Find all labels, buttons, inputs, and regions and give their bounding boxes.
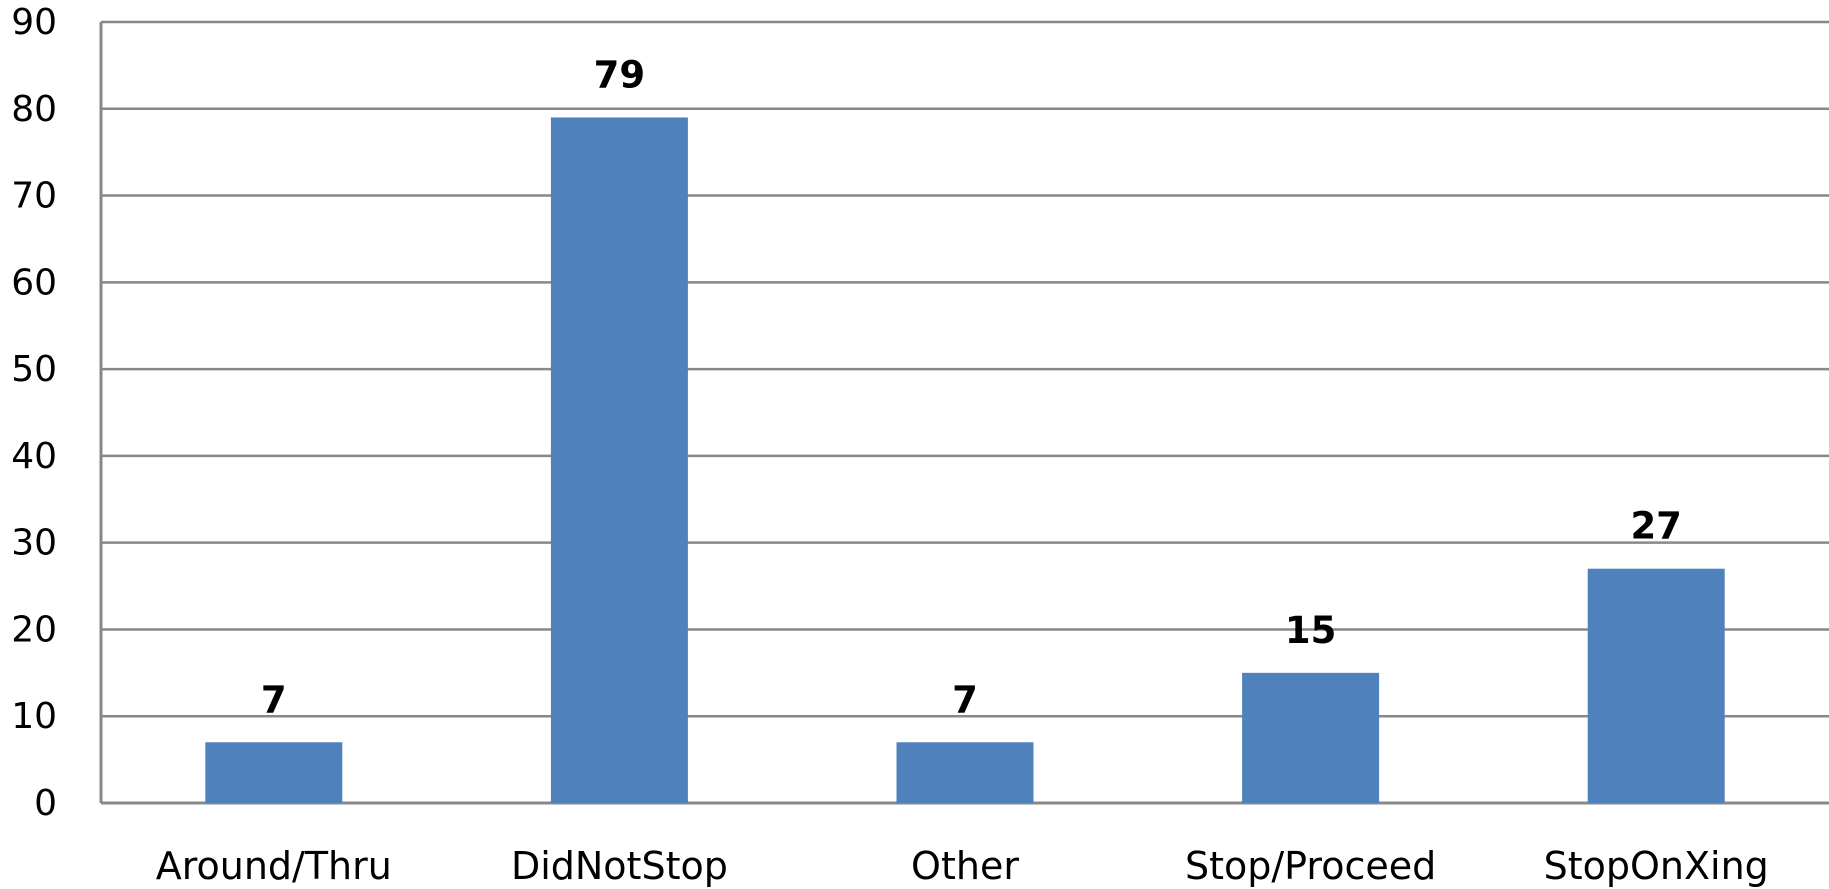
gridlines [101,20,1829,718]
data-label: 15 [1285,609,1337,652]
x-category-label: StopOnXing [1544,844,1769,888]
y-tick-label: 80 [11,89,57,130]
y-tick-label: 0 [34,783,57,824]
y-tick-label: 70 [11,176,57,217]
x-category-label: Stop/Proceed [1185,844,1436,888]
data-label: 7 [952,678,978,721]
y-tick-label: 50 [11,349,57,390]
x-category-label: Other [911,844,1019,888]
data-label: 7 [261,678,287,721]
y-tick-label: 10 [11,696,57,737]
x-category-label: DidNotStop [511,844,728,888]
y-tick-label: 20 [11,609,57,650]
y-tick-label: 40 [11,436,57,477]
data-label: 27 [1630,505,1682,548]
data-labels: 7 79 7 15 27 [261,53,1682,721]
x-axis-categories: Around/Thru DidNotStop Other Stop/Proceed St… [156,844,1769,888]
y-tick-label: 60 [11,262,57,303]
bar-stop-proceed [1242,672,1380,803]
bar-stoponxing [1587,568,1725,803]
bar-didnotstop [550,117,688,803]
bar-around-thru [205,742,343,803]
y-tick-label: 90 [11,2,57,43]
y-tick-label: 30 [11,523,57,564]
bars [205,117,1725,803]
x-category-label: Around/Thru [156,844,392,888]
y-axis-ticks: 0 10 20 30 40 50 60 70 80 90 [11,2,57,824]
data-label: 79 [594,53,646,96]
bar-other [896,742,1034,803]
